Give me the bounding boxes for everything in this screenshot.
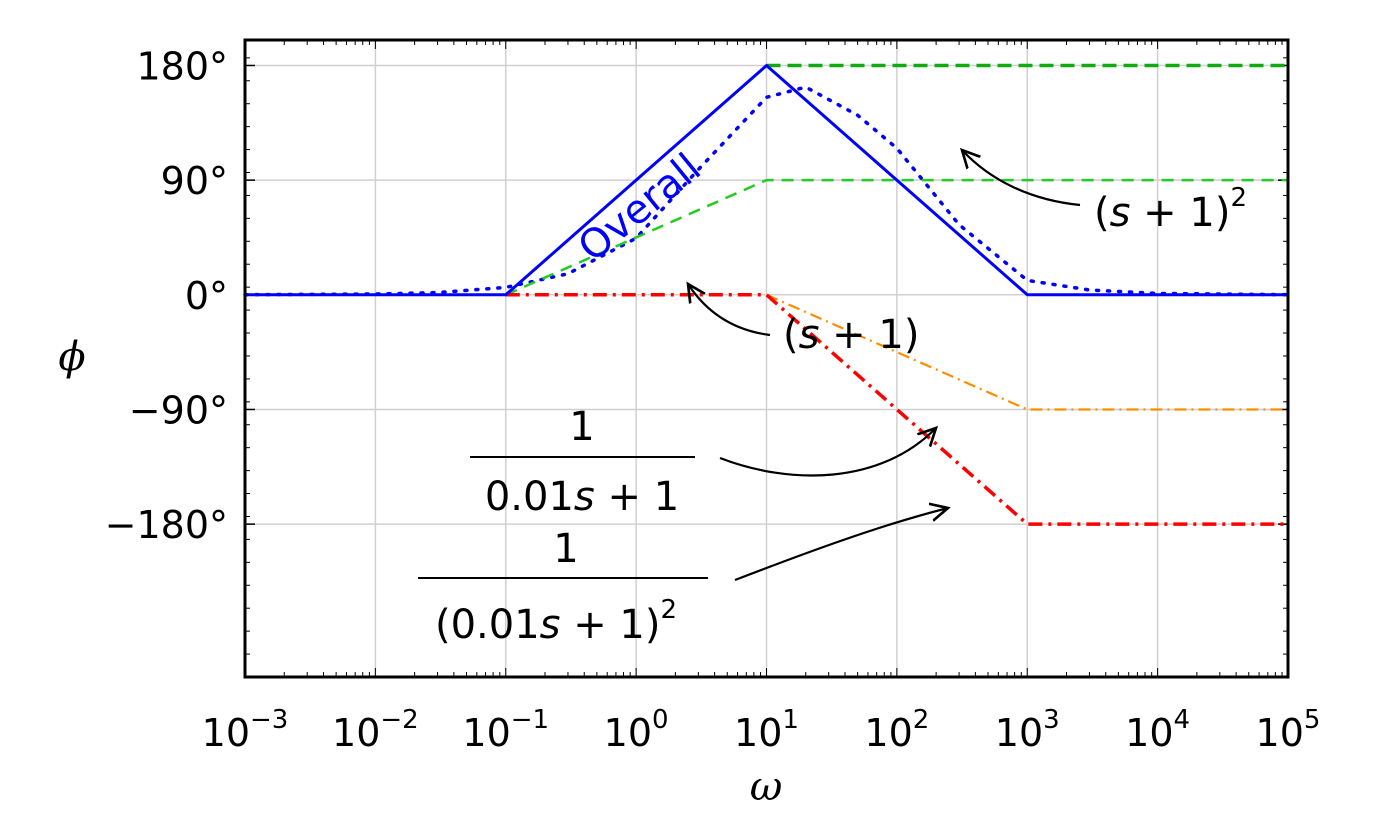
s1-label: (s + 1): [783, 312, 919, 358]
y-tick-labels: 180° 90° 0° −90° −180°: [105, 44, 228, 547]
x-tick-label: 102: [864, 705, 929, 755]
overall-label: Overall: [570, 145, 710, 271]
y-tick-label: 180°: [136, 44, 228, 88]
lag2-denominator: (0.01s + 1)2: [435, 595, 677, 648]
lag2-den-post: + 1): [560, 602, 660, 648]
series-line: [766, 293, 1288, 411]
s1sq-var: s: [1110, 190, 1131, 236]
lag1-arrow: [719, 428, 936, 477]
y-tick-label: 90°: [161, 159, 228, 203]
x-tick-label: 101: [734, 705, 799, 755]
lag1-den-pre: 0.01: [485, 474, 574, 520]
s1-rest: + 1): [819, 312, 919, 358]
y-axis-label: ϕ: [58, 334, 85, 380]
series-layer: [243, 63, 1290, 526]
lag1-den-post: + 1: [595, 474, 679, 520]
x-axis-label: ω: [750, 764, 783, 810]
x-tick-label: 100: [604, 705, 669, 755]
series-line: [505, 293, 1288, 526]
y-tick-label: 0°: [185, 274, 228, 318]
s1sq-rest: + 1): [1130, 190, 1230, 236]
x-tick-label: 10−1: [462, 705, 549, 755]
s1sq-open: (: [1094, 190, 1110, 236]
s1-squared-label: (s + 1)2: [1094, 183, 1247, 236]
lag1-numerator: 1: [569, 404, 594, 450]
lag2-sup: 2: [660, 595, 677, 625]
s1-open: (: [783, 312, 799, 358]
x-tick-label: 103: [995, 705, 1060, 755]
lag2-den-var: s: [540, 602, 561, 648]
series-line: [245, 64, 1288, 297]
x-tick-label: 104: [1125, 705, 1190, 755]
grid: [244, 40, 1289, 677]
lag2-numerator: 1: [553, 526, 578, 572]
lag2-arrow: [734, 508, 948, 582]
y-tick-label: −90°: [129, 388, 228, 432]
s1-squared-arrow: [962, 150, 1081, 207]
lag1-denominator: 0.01s + 1: [485, 474, 679, 520]
y-tick-label: −180°: [105, 503, 228, 547]
x-tick-labels: 10−3 10−2 10−1 100 101 102 103 104 105: [202, 705, 1321, 755]
s1-arrow: [688, 284, 771, 337]
series-line: [505, 178, 1288, 296]
s1sq-sup: 2: [1230, 183, 1247, 213]
s1-var: s: [799, 312, 820, 358]
plot-frame: [243, 38, 1290, 679]
lag2-den-pre: (0.01: [435, 602, 540, 648]
lag1-den-var: s: [574, 474, 595, 520]
x-tick-label: 10−3: [202, 705, 289, 755]
x-tick-label: 105: [1256, 705, 1321, 755]
x-tick-label: 10−2: [332, 705, 419, 755]
